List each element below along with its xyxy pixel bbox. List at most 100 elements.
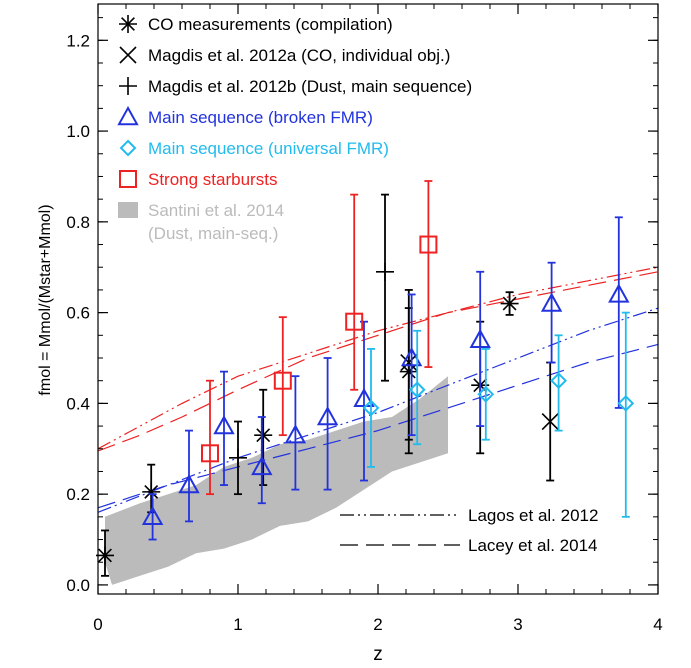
data-point [284,375,307,491]
legend-label-line2: (Dust, main-seq.) [148,224,278,243]
point-marker [254,426,273,445]
y-tick-label: 0.6 [66,304,90,323]
point-marker [201,444,219,463]
data-point [273,316,292,437]
data-point [608,216,630,409]
legend-marker [119,170,137,188]
point-marker [316,405,339,426]
y-axis-label: fmol = Mmol/(Mstar+Mmol) [37,204,54,395]
triangle-shape [117,105,139,126]
point-marker [178,474,200,494]
asterisk-stroke [98,548,112,563]
data-point [142,463,161,514]
asterisk-stroke [121,17,135,31]
point-marker [376,262,394,281]
point-marker [469,328,491,349]
legend-item: Main sequence (universal FMR) [119,139,389,158]
triangle-shape [141,505,164,526]
y-tick-label: 0.8 [66,213,90,232]
point-marker [500,294,519,313]
legend-bottom: Lagos et al. 2012 Lacey et al. 2014 [340,506,598,555]
legend-label: Lacey et al. 2014 [468,536,597,555]
model-line-3 [97,343,659,509]
point-marker [213,415,235,435]
y-tick-label: 0.2 [66,485,90,504]
point-marker [229,448,247,467]
data-point [251,416,273,505]
y-tick-label: 1.2 [66,31,90,50]
data-point [540,261,563,364]
legend-label: Main sequence (universal FMR) [148,139,389,158]
legend-item: Lacey et al. 2014 [340,536,597,555]
data-points [96,180,635,577]
y-tick-label: 1.0 [66,122,90,141]
legend-top: CO measurements (compilation) Magdis et a… [117,15,472,243]
series-plus [229,193,394,496]
legend-item: Main sequence (broken FMR) [117,105,373,127]
legend-item: Lagos et al. 2012 [340,506,598,525]
data-point [400,289,418,455]
x-tick-label: 1 [233,615,242,634]
data-point [345,193,364,391]
series-diamond [362,311,635,518]
square-shape [273,371,292,390]
legend-label: Strong starbursts [148,170,277,189]
model-lines [97,266,659,513]
point-marker [400,346,423,367]
data-point [96,529,114,577]
point-marker [540,292,563,312]
triangle-shape [251,455,273,476]
x-axis-label: z [373,644,383,665]
legend-marker [118,202,138,218]
legend-item: Strong starbursts [119,170,277,189]
data-point [477,348,495,441]
diamond-shape [362,399,380,417]
data-point [617,311,635,518]
diamond-shape [617,394,635,412]
cross-stroke [400,353,418,372]
data-point [254,388,273,486]
data-point [408,329,426,446]
square-shape [345,312,364,331]
asterisk-stroke [256,428,271,443]
legend-marker [119,15,137,33]
data-point [316,357,339,491]
data-point [141,493,164,541]
point-marker [400,353,418,372]
triangle-shape [540,292,563,312]
cross-stroke [541,412,559,431]
series-asterisk [96,291,519,577]
point-marker [273,371,292,390]
santini-band [105,376,448,585]
legend-marker [119,77,137,95]
triangle-shape [608,283,630,303]
data-point [419,180,438,368]
model-line-0 [97,266,659,450]
legend-label: Lagos et al. 2012 [468,506,598,525]
point-marker [617,394,635,412]
triangle-shape [353,387,375,408]
legend-label: Magdis et al. 2012b (Dust, main sequence… [148,77,472,96]
point-marker [477,385,495,403]
legend-item: Magdis et al. 2012b (Dust, main sequence… [119,77,472,96]
triangle-shape [400,346,423,367]
legend-marker [117,105,139,126]
model-line-2 [97,307,659,513]
triangle-shape [316,405,339,426]
y-tick-label: 0.4 [66,394,90,413]
legend-label: Santini et al. 2014 [148,201,284,220]
x-tick-label: 0 [93,615,102,634]
asterisk-stroke [144,484,159,499]
point-marker [541,412,559,431]
diamond-shape [408,381,426,399]
model-line-1 [97,271,659,452]
triangle-shape [178,474,200,494]
data-point [201,379,219,496]
point-marker [419,235,438,254]
x-tick-label: 4 [653,615,662,634]
data-point [541,361,559,482]
square-shape [419,235,438,254]
y-tick-label: 0.0 [66,576,90,595]
point-marker [142,482,161,501]
